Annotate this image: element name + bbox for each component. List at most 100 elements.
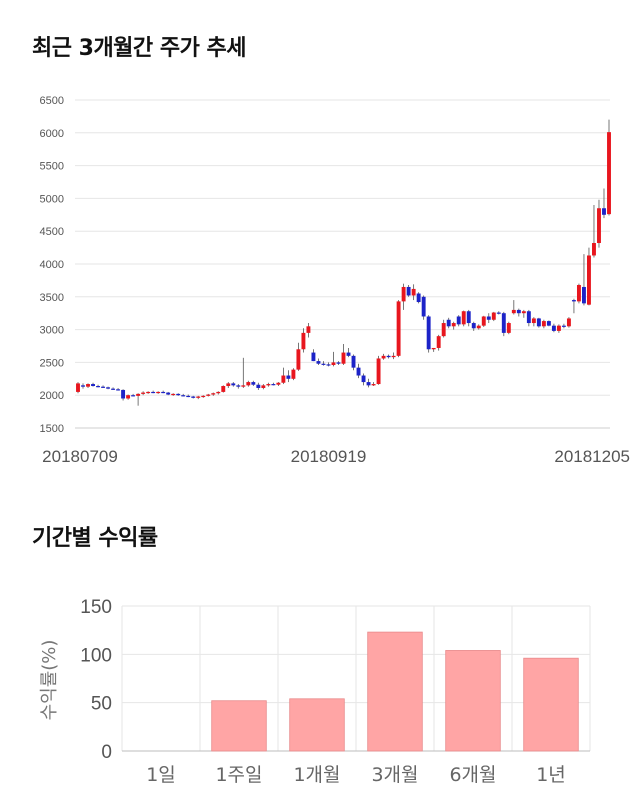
bar-y-axis-label: 수익률(%) xyxy=(39,640,60,721)
y-tick-label: 2500 xyxy=(40,357,64,369)
candle xyxy=(266,382,271,387)
candle-body xyxy=(166,392,171,395)
candle xyxy=(496,311,501,315)
candle-body xyxy=(471,323,476,329)
candle-body xyxy=(161,391,166,394)
candle-body xyxy=(91,384,95,387)
candle-body xyxy=(386,355,391,358)
candle-body xyxy=(116,389,121,391)
candle-body xyxy=(291,369,296,379)
candle-body xyxy=(151,391,156,394)
candle xyxy=(271,382,276,386)
candle xyxy=(301,328,306,353)
candle xyxy=(176,393,181,396)
candle xyxy=(151,390,156,394)
candle xyxy=(311,349,316,362)
bar-y-tick-label: 150 xyxy=(80,597,112,618)
candle xyxy=(391,352,396,360)
candle-body xyxy=(366,382,371,386)
price-trend-title: 최근 3개월간 주가 추세 xyxy=(32,36,246,61)
candlestick-y-ticks: 1500 2000 2500 3000 3500 4000 4500 5000 5500 6000… xyxy=(40,95,64,435)
candle-body xyxy=(121,389,126,399)
candle-body xyxy=(421,296,426,317)
candle xyxy=(431,347,436,352)
candle xyxy=(576,283,581,304)
candle xyxy=(461,310,466,327)
bar-y-tick-label: 50 xyxy=(91,694,112,715)
candle xyxy=(592,204,596,258)
candle xyxy=(526,309,531,327)
candle-body xyxy=(106,387,111,389)
candle-body xyxy=(576,284,581,302)
candle xyxy=(446,317,451,329)
candle-body xyxy=(191,396,196,398)
candle-body xyxy=(431,347,436,350)
candle-body xyxy=(546,321,551,326)
y-tick-label: 3500 xyxy=(40,292,64,304)
candle-body xyxy=(441,323,446,337)
candle xyxy=(386,354,391,359)
candle xyxy=(81,383,85,389)
x-tick-label: 20180919 xyxy=(291,447,367,466)
candle-body xyxy=(306,326,311,333)
candle xyxy=(426,315,431,353)
candle xyxy=(536,317,541,328)
y-tick-label: 3000 xyxy=(40,325,64,337)
candle xyxy=(401,283,406,310)
candle xyxy=(216,391,221,395)
candle-body xyxy=(221,386,226,392)
candle-body xyxy=(206,394,211,396)
candle-body xyxy=(411,288,416,296)
candle xyxy=(256,382,261,390)
candle xyxy=(361,373,366,386)
bar-x-tick-label: 3개월 xyxy=(371,764,418,786)
candle xyxy=(291,368,296,381)
candle-body xyxy=(336,362,341,364)
candle xyxy=(286,370,291,383)
candle xyxy=(281,367,286,385)
candle xyxy=(196,395,201,400)
candle xyxy=(481,315,486,327)
candle xyxy=(546,320,551,327)
bar-x-tick-label: 6개월 xyxy=(449,764,496,786)
candle xyxy=(76,382,80,394)
return-bar xyxy=(523,657,579,752)
x-tick-label: 20180709 xyxy=(42,447,118,466)
bar-y-tick-label: 0 xyxy=(101,742,112,763)
candle xyxy=(571,298,576,314)
candle-body xyxy=(461,311,466,325)
candle xyxy=(506,321,511,335)
candle xyxy=(106,386,111,390)
candlestick-series xyxy=(76,119,611,406)
candle xyxy=(206,393,211,397)
candle xyxy=(476,324,481,330)
candle xyxy=(501,311,506,337)
candle-body xyxy=(146,391,151,394)
candle xyxy=(451,321,456,330)
candle-body xyxy=(176,393,181,396)
candle xyxy=(121,389,126,401)
return-bar xyxy=(367,631,423,752)
candle-body xyxy=(496,312,501,314)
candle xyxy=(306,323,311,338)
candle-body xyxy=(186,395,191,398)
candle xyxy=(166,391,171,396)
y-tick-label: 5000 xyxy=(40,193,64,205)
candle xyxy=(416,292,421,304)
candle-body xyxy=(526,311,531,324)
candle xyxy=(86,383,90,388)
candle-body xyxy=(326,364,331,366)
y-tick-label: 6000 xyxy=(40,128,64,140)
candle-body xyxy=(396,301,401,356)
candle-body xyxy=(321,363,326,365)
candle xyxy=(316,358,321,366)
candle xyxy=(366,378,371,388)
y-tick-label: 4000 xyxy=(40,259,64,271)
candle xyxy=(541,319,546,329)
candle-body xyxy=(311,352,316,362)
candle xyxy=(226,382,231,388)
candle-body xyxy=(607,132,611,215)
candle-body xyxy=(331,362,336,366)
candle xyxy=(456,315,461,327)
candle xyxy=(597,199,601,248)
